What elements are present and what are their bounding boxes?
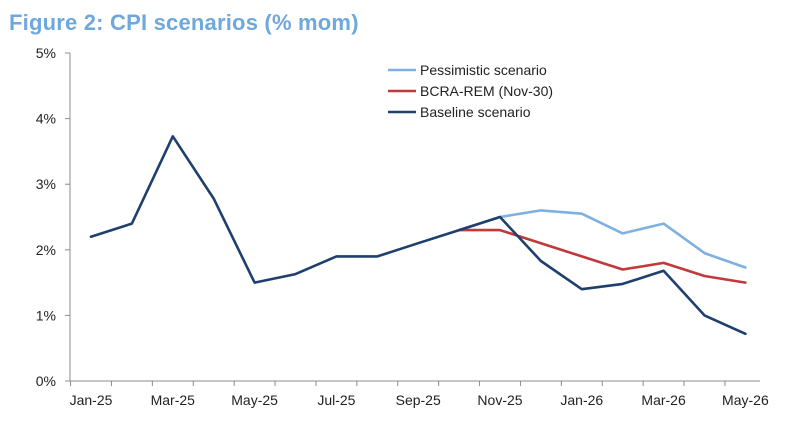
x-tick-label: Sep-25 xyxy=(396,392,441,408)
y-tick-label: 5% xyxy=(36,45,56,61)
legend-label: BCRA-REM (Nov-30) xyxy=(420,83,553,99)
series-line-baseline-scenario xyxy=(89,135,747,336)
x-tick-label: Jan-25 xyxy=(70,392,113,408)
x-tick-label: Mar-26 xyxy=(641,392,686,408)
x-tick-label: Mar-25 xyxy=(151,392,196,408)
y-tick-label: 1% xyxy=(36,307,56,323)
y-tick-label: 2% xyxy=(36,242,56,258)
chart-title: Figure 2: CPI scenarios (% mom) xyxy=(9,10,359,35)
x-tick-label: Nov-25 xyxy=(477,392,522,408)
y-tick-label: 3% xyxy=(36,176,56,192)
legend-label: Baseline scenario xyxy=(420,104,531,120)
x-tick-label: May-26 xyxy=(722,392,769,408)
series-line-pessimistic-scenario xyxy=(457,209,747,269)
x-tick-label: May-25 xyxy=(231,392,278,408)
y-tick-label: 0% xyxy=(36,373,56,389)
y-tick-label: 4% xyxy=(36,111,56,127)
series-line-bcra-rem-nov-30 xyxy=(457,228,747,284)
x-tick-label: Jan-26 xyxy=(560,392,603,408)
legend-label: Pessimistic scenario xyxy=(420,62,547,78)
x-tick-label: Jul-25 xyxy=(317,392,355,408)
